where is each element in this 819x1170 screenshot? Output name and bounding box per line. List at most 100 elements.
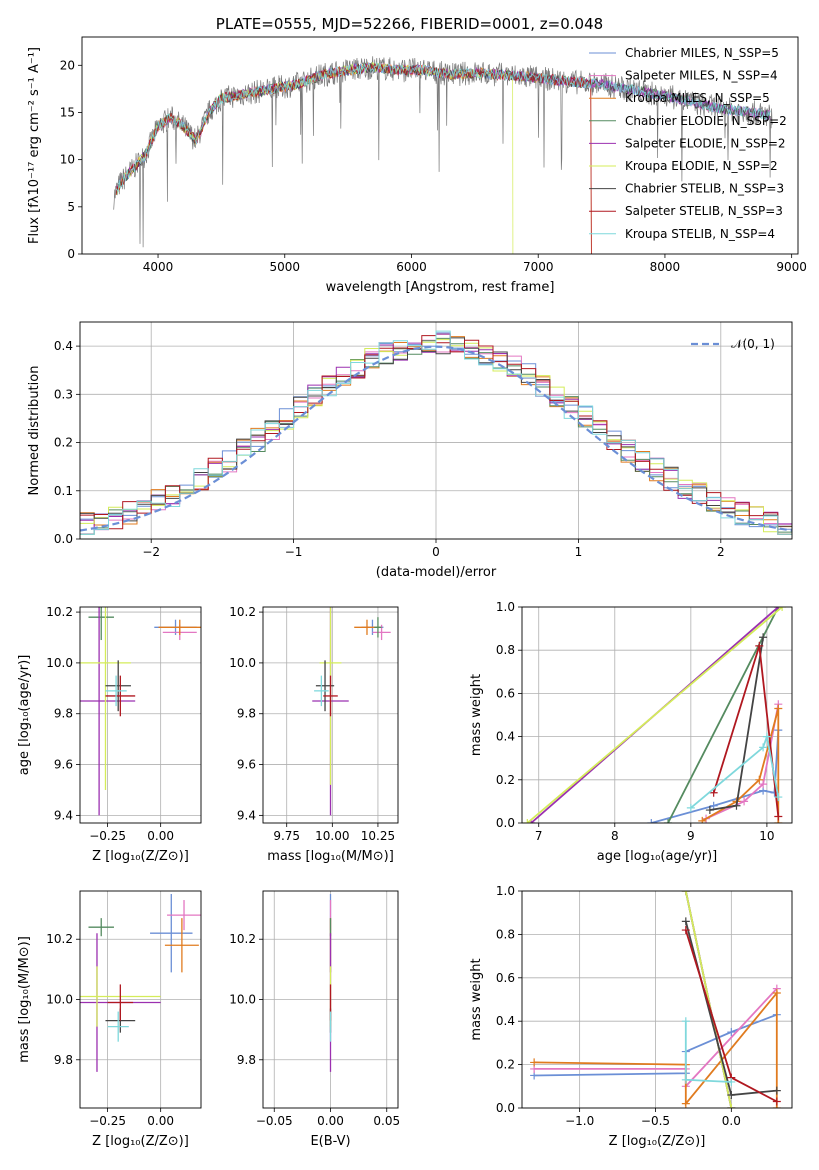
- y-tick-label: 0.6: [496, 971, 515, 985]
- plot-frame: [521, 890, 793, 1109]
- x-axis-label: age [log₁₀(age/yr)]: [597, 849, 718, 864]
- y-tick-label: 0.0: [496, 816, 515, 830]
- model-series-line: [115, 63, 771, 194]
- error-bars: [80, 607, 201, 816]
- x-tick-label: 7000: [523, 260, 554, 274]
- normal-reference-curve: [80, 345, 792, 532]
- plus-marker: [681, 1099, 690, 1108]
- plot-frame: [79, 890, 202, 1109]
- plus-marker: [705, 806, 714, 815]
- legend-entry: Salpeter STELIB, N_SSP=3: [625, 204, 783, 218]
- x-tick-label: 9: [687, 829, 695, 843]
- x-tick-label: −1: [285, 545, 303, 559]
- y-tick-label: 0: [67, 247, 75, 261]
- x-tick-label: −0.25: [89, 1114, 126, 1128]
- x-tick-label: 0.0: [722, 1114, 741, 1128]
- age_vs_Z-panel: −0.25 0.00 9.4 9.6 9.8 10.0 10.2 Z [log₁₀(Z/Z⊙)…: [17, 605, 202, 864]
- x-axis-label: mass [log₁₀(M/M⊙)]: [267, 849, 394, 864]
- x-tick-label: 5000: [269, 260, 300, 274]
- y-tick-label: 5: [67, 200, 75, 214]
- plus-marker: [778, 607, 787, 611]
- plus-marker: [759, 633, 768, 642]
- x-tick-label: 8000: [650, 260, 681, 274]
- legend-entry: Chabrier ELODIE, N_SSP=2: [625, 114, 787, 128]
- chart-title: PLATE=0555, MJD=52266, FIBERID=0001, z=0…: [216, 15, 603, 33]
- x-tick-label: −0.25: [89, 829, 126, 843]
- plus-marker: [732, 801, 741, 810]
- data-spectrum-line: [113, 56, 773, 248]
- x-axis-label: Z [log₁₀(Z/Z⊙)]: [92, 1134, 189, 1149]
- y-tick-label: 0.2: [496, 1058, 515, 1072]
- model-series-line: [115, 63, 592, 254]
- y-tick-label: 0.3: [54, 387, 73, 401]
- weight-lines: [530, 891, 781, 1108]
- weight-series-line: [690, 733, 780, 809]
- y-tick-label: 0.0: [54, 532, 73, 546]
- y-tick-label: 0.2: [496, 773, 515, 787]
- age_vs_mass-panel: 9.75 10.00 10.25 9.4 9.6 9.8 10.0 10.2 mass [log…: [229, 605, 399, 864]
- plot-frame: [262, 890, 399, 1109]
- plus-marker: [772, 1097, 781, 1106]
- plot-frame: [81, 36, 799, 255]
- legend-entry: Chabrier MILES, N_SSP=5: [625, 46, 779, 60]
- y-tick-label: 9.6: [237, 758, 256, 772]
- y-tick-label: 10.2: [46, 605, 73, 619]
- error-bars: [312, 607, 391, 816]
- legend-entry: Kroupa STELIB, N_SSP=4: [625, 227, 775, 241]
- x-tick-label: 2: [717, 545, 725, 559]
- residuals-panel: −2 −1 0 1 2 0.0 0.1 0.2 0.3 0.4 (data-model)/error…: [27, 321, 793, 580]
- plus-marker: [709, 788, 718, 797]
- y-tick-label: 10.2: [229, 932, 256, 946]
- error-bars: [80, 894, 201, 1072]
- plus-marker: [740, 797, 749, 806]
- y-axis-label: mass [log₁₀(M/M⊙)]: [17, 936, 32, 1063]
- x-tick-label: 9000: [776, 260, 807, 274]
- weight-series-line: [684, 891, 733, 1108]
- y-tick-label: 0.8: [496, 643, 515, 657]
- plus-marker: [772, 1086, 781, 1095]
- plot-frame: [79, 321, 793, 540]
- y-axis-label: mass weight: [469, 958, 484, 1040]
- spectrum-panel: PLATE=0555, MJD=52266, FIBERID=0001, z=0…: [27, 15, 807, 295]
- y-tick-label: 10.2: [46, 932, 73, 946]
- y-axis-label: mass weight: [469, 674, 484, 756]
- plus-marker: [727, 1028, 736, 1037]
- y-tick-label: 1.0: [496, 884, 515, 898]
- x-axis-label: (data-model)/error: [376, 565, 497, 580]
- y-tick-label: 0.6: [496, 686, 515, 700]
- x-tick-label: 4000: [143, 260, 174, 274]
- y-tick-label: 9.8: [54, 707, 73, 721]
- plus-marker: [759, 743, 768, 752]
- y-tick-label: 0.1: [54, 484, 73, 498]
- x-tick-label: −2: [142, 545, 160, 559]
- x-tick-label: 0.00: [317, 1114, 344, 1128]
- x-tick-label: 10.25: [361, 829, 395, 843]
- x-tick-label: 7: [535, 829, 543, 843]
- plot-frame: [79, 606, 202, 824]
- x-tick-label: 10.00: [315, 829, 349, 843]
- y-tick-label: 10: [60, 153, 75, 167]
- x-tick-label: 0.00: [147, 1114, 174, 1128]
- plot-frame: [262, 606, 399, 824]
- weight-series-line: [526, 607, 783, 823]
- y-tick-label: 0.4: [496, 730, 515, 744]
- y-tick-label: 1.0: [496, 600, 515, 614]
- y-tick-label: 9.8: [237, 1053, 256, 1067]
- legend: Chabrier MILES, N_SSP=5 Salpeter MILES, N…: [589, 46, 787, 241]
- plus-marker: [759, 780, 768, 789]
- x-axis-label: Z [log₁₀(Z/Z⊙)]: [92, 849, 189, 864]
- y-tick-label: 9.4: [54, 808, 73, 822]
- y-axis-label: age [log₁₀(age/yr)]: [17, 655, 32, 776]
- legend-entry: Salpeter MILES, N_SSP=4: [625, 69, 778, 83]
- y-tick-label: 0.0: [496, 1101, 515, 1115]
- y-tick-label: 10.0: [46, 993, 73, 1007]
- y-tick-label: 20: [60, 58, 75, 72]
- plus-marker: [709, 801, 718, 810]
- x-axis-label: wavelength [Angstrom, rest frame]: [326, 280, 555, 295]
- model-series-line: [115, 61, 771, 193]
- plus-marker: [664, 819, 673, 823]
- mass_vs_EBV-panel: −0.05 0.00 0.05 9.8 10.0 10.2 E(B-V): [229, 890, 400, 1149]
- plus-marker: [772, 988, 781, 997]
- x-axis-label: E(B-V): [310, 1134, 350, 1149]
